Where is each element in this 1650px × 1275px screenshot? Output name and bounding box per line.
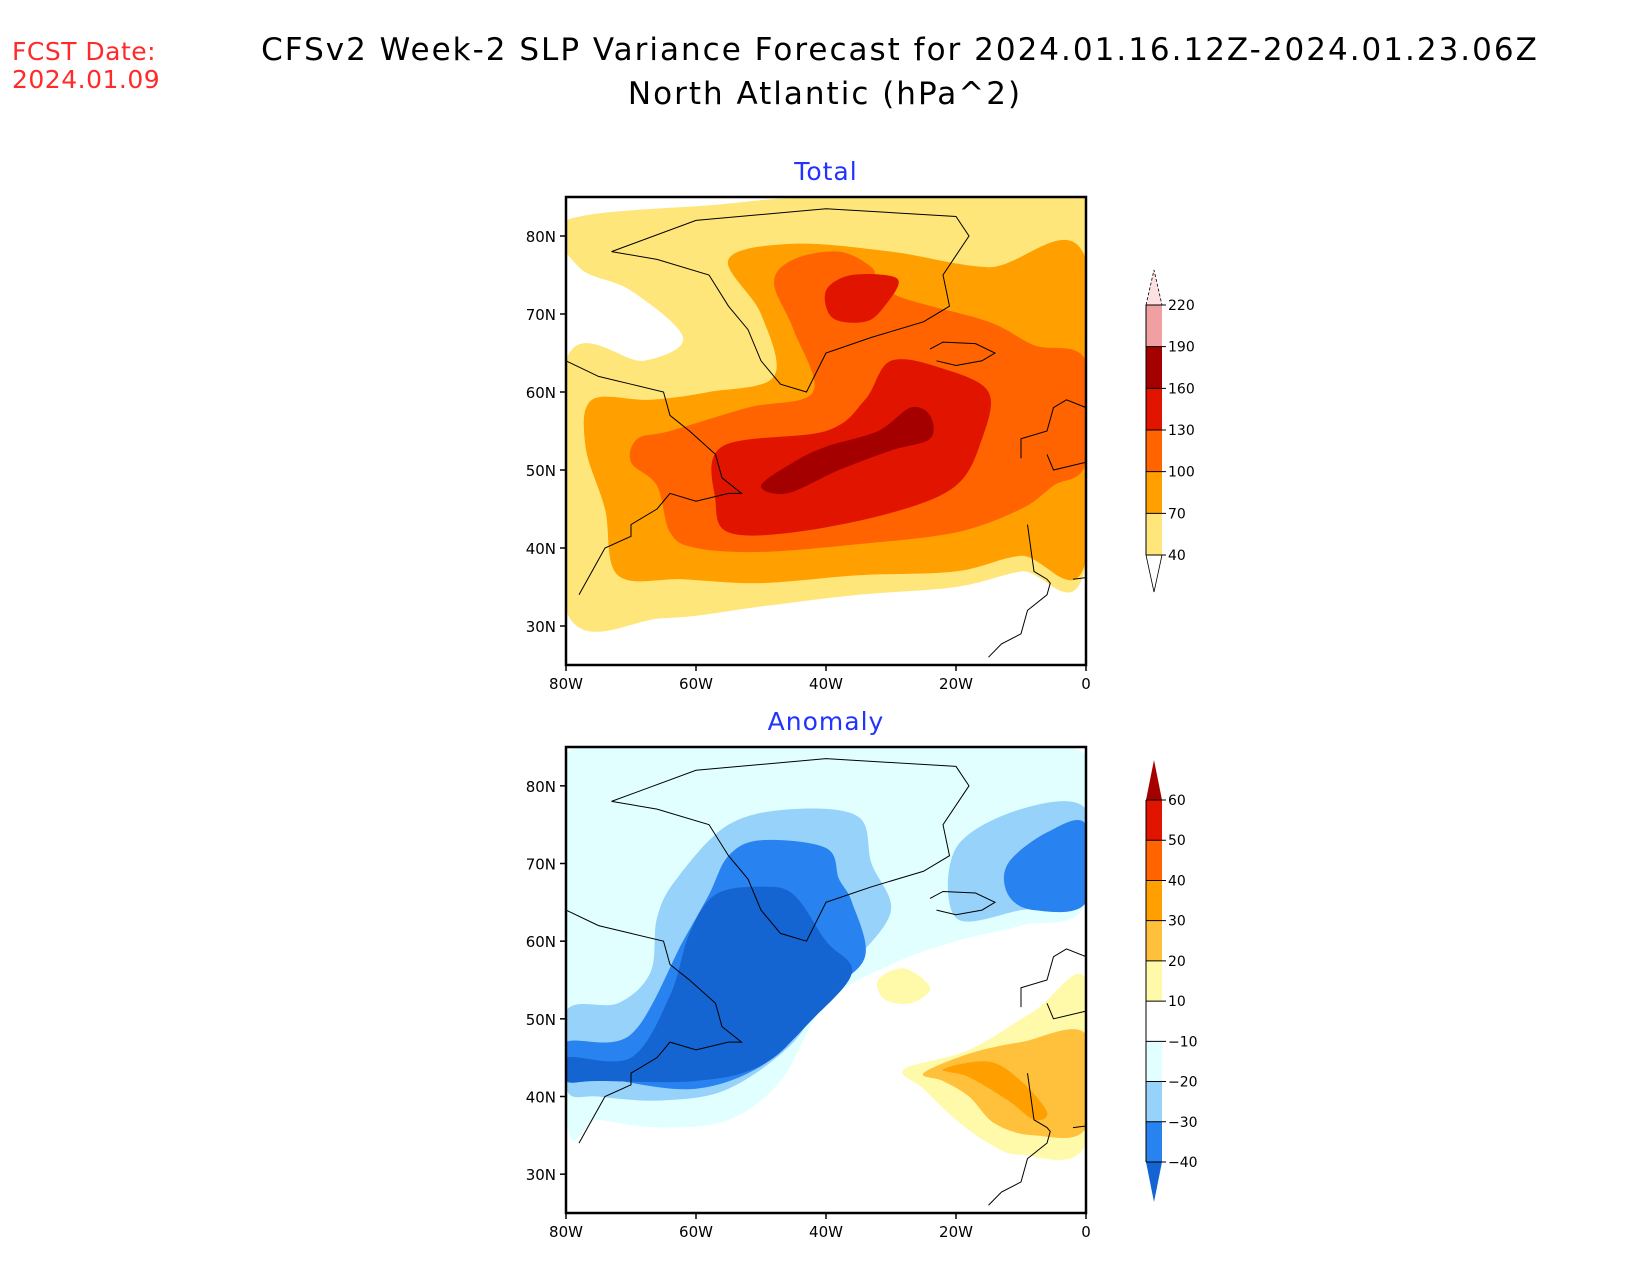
colorbar-high-arrow — [1145, 269, 1163, 306]
contour-field — [566, 197, 1086, 665]
total-panel: Total 80W 60W 40W 20W 0 80N 70N 60N 50N 40N 30N 40 70… — [526, 157, 1195, 693]
colorbar-high-arrow — [1146, 760, 1162, 800]
colorbar-bin — [1146, 430, 1162, 472]
colorbar: −40 −30 −20 −10 10 20 30 40 50 60 — [1145, 760, 1198, 1202]
y-tick-label: 30N — [526, 1166, 556, 1184]
y-tick-label: 70N — [526, 856, 556, 874]
colorbar-low-arrow — [1145, 554, 1163, 593]
y-tick-label: 80N — [526, 778, 556, 796]
colorbar-label: 130 — [1168, 423, 1195, 439]
x-tick-label: 40W — [809, 1223, 843, 1241]
contour-region — [942, 1061, 1048, 1121]
panel-title: Anomaly — [768, 707, 885, 736]
coastline — [988, 524, 1051, 658]
x-tick-label: 80W — [549, 1223, 583, 1241]
coastline — [1020, 399, 1086, 471]
coastline — [611, 208, 970, 393]
contour-region — [1003, 820, 1086, 913]
contour-region — [876, 968, 931, 1005]
x-tick-label: 0 — [1081, 1223, 1091, 1241]
colorbar-label: −10 — [1168, 1034, 1198, 1050]
coastline — [611, 758, 970, 942]
panel-title: Total — [793, 157, 857, 186]
x-tick-label: 20W — [939, 1223, 973, 1241]
x-tick-label: 0 — [1081, 675, 1091, 693]
colorbar-label: 40 — [1168, 873, 1186, 889]
contour-field — [566, 747, 1086, 1213]
y-tick-label: 80N — [526, 228, 556, 246]
coastline — [1072, 577, 1086, 580]
colorbar-label: −20 — [1168, 1075, 1198, 1091]
coastline — [1072, 1125, 1086, 1129]
colorbar-label: 70 — [1168, 506, 1186, 522]
colorbar-label: 220 — [1168, 298, 1195, 314]
x-tick-label: 60W — [679, 675, 713, 693]
contour-region — [566, 886, 853, 1083]
x-tick-label: 20W — [939, 675, 973, 693]
forecast-date-value: 2024.01.09 — [12, 65, 161, 94]
coastline — [929, 341, 997, 366]
colorbar-label: 100 — [1168, 465, 1195, 481]
coastline — [1020, 948, 1086, 1020]
x-tick-label: 40W — [809, 675, 843, 693]
y-tick-label: 50N — [526, 1011, 556, 1029]
colorbar-bin — [1146, 388, 1162, 430]
colorbar-bin — [1146, 471, 1162, 514]
colorbar-bin — [1146, 840, 1162, 881]
colorbar-label: 40 — [1168, 548, 1186, 564]
y-tick-label: 30N — [526, 618, 556, 636]
colorbar-bin — [1146, 1121, 1162, 1162]
colorbar: 40 70 100 130 160 190 220 — [1145, 269, 1195, 593]
colorbar-label: 10 — [1168, 994, 1186, 1010]
y-tick-label: 40N — [526, 1089, 556, 1107]
coastline — [929, 890, 997, 916]
colorbar-bin — [1146, 513, 1162, 555]
contour-region — [760, 406, 934, 495]
colorbar-label: 60 — [1168, 793, 1186, 809]
colorbar-bin — [1146, 1041, 1162, 1082]
colorbar-bin — [1146, 305, 1162, 347]
x-tick-label: 80W — [549, 675, 583, 693]
colorbar-label: 30 — [1168, 914, 1186, 930]
colorbar-label: 160 — [1168, 381, 1195, 397]
colorbar-bin — [1146, 800, 1162, 841]
colorbar-label: −40 — [1168, 1155, 1198, 1171]
y-tick-label: 70N — [526, 306, 556, 324]
y-tick-label: 60N — [526, 384, 556, 402]
y-tick-label: 40N — [526, 540, 556, 558]
coastline — [988, 1073, 1051, 1206]
y-tick-label: 60N — [526, 933, 556, 951]
colorbar-bin — [1146, 1001, 1162, 1042]
contour-region — [824, 273, 899, 323]
colorbar-bin — [1146, 960, 1162, 1002]
colorbar-label: −30 — [1168, 1115, 1198, 1131]
colorbar-bin — [1146, 1081, 1162, 1122]
chart-subtitle: North Atlantic (hPa^2) — [627, 76, 1023, 112]
x-tick-label: 60W — [679, 1223, 713, 1241]
coastline — [566, 360, 743, 596]
colorbar-bin — [1146, 920, 1162, 961]
colorbar-label: 20 — [1168, 954, 1186, 970]
colorbar-bin — [1146, 880, 1162, 921]
colorbar-label: 50 — [1168, 833, 1186, 849]
anomaly-panel: Anomaly 80W 60W 40W 20W 0 80N 70N 60N 50N 40N 30N −4… — [526, 707, 1198, 1241]
colorbar-low-arrow — [1146, 1162, 1162, 1202]
forecast-date-label: FCST Date: — [12, 37, 157, 66]
chart-title: CFSv2 Week-2 SLP Variance Forecast for 2… — [261, 32, 1539, 68]
coastline — [566, 909, 743, 1144]
colorbar-bin — [1146, 346, 1162, 389]
colorbar-label: 190 — [1168, 340, 1195, 356]
y-tick-label: 50N — [526, 462, 556, 480]
